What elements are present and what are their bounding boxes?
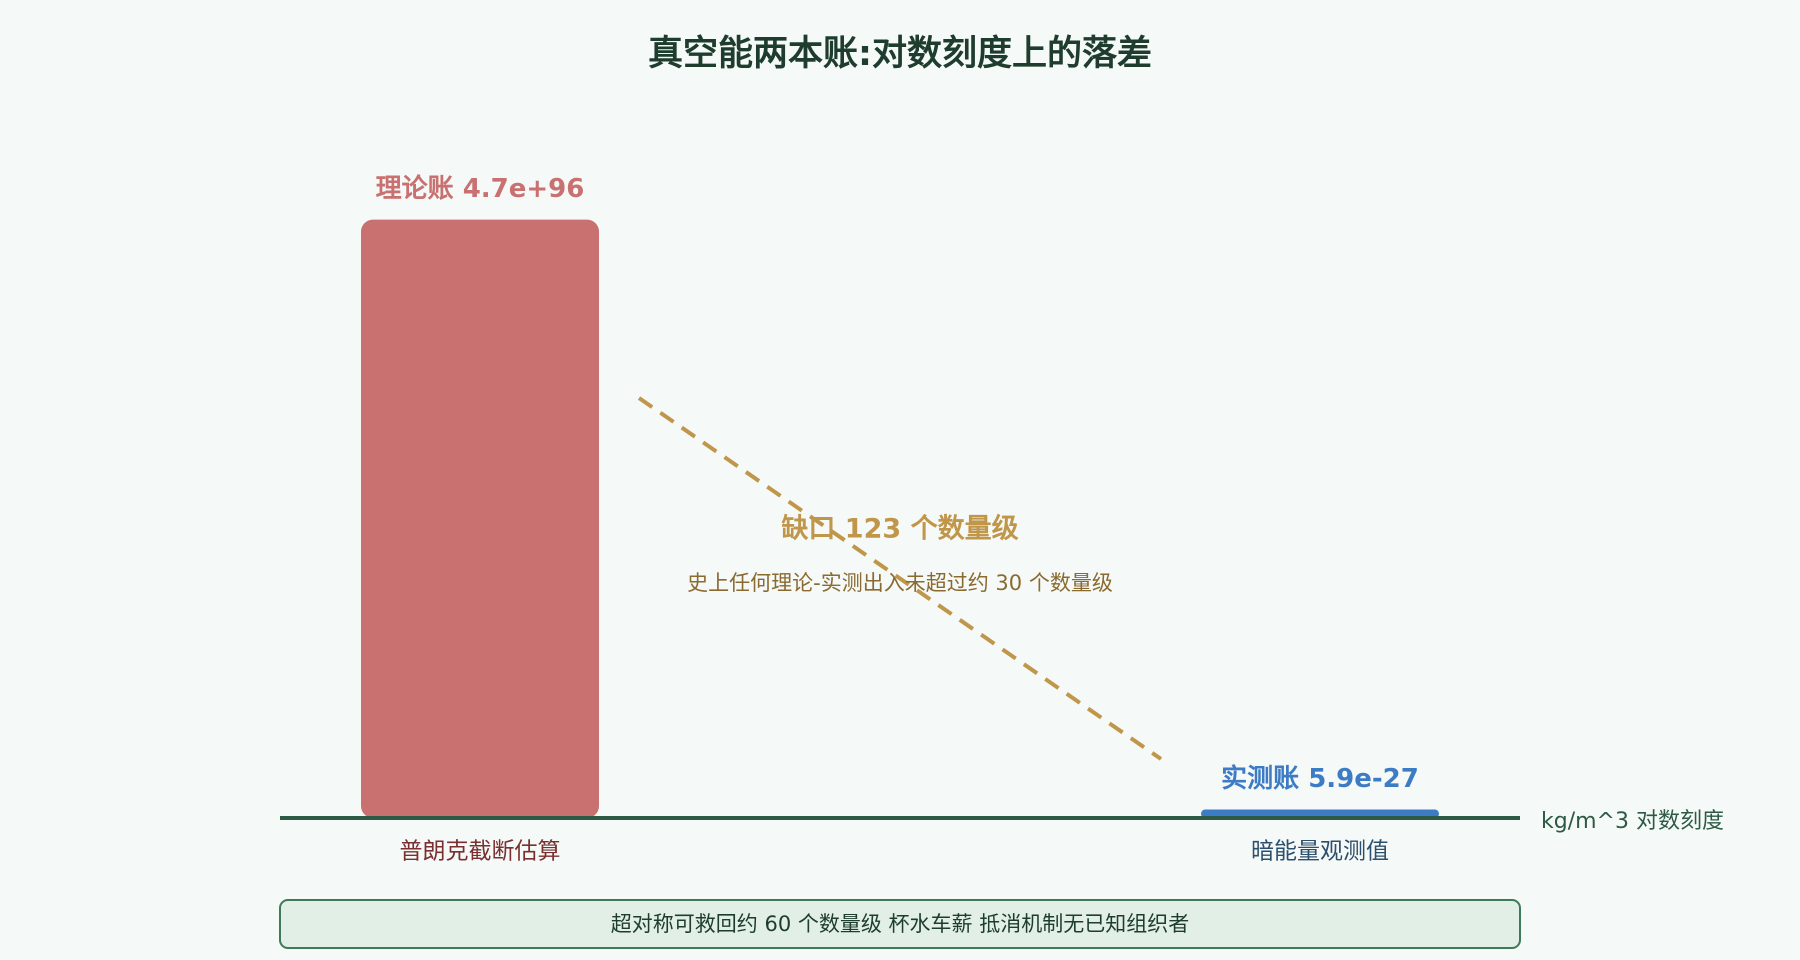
x-tick-label: 暗能量观测值 [1251,839,1389,865]
gap-annotation: 缺口 123 个数量级 [781,513,1018,545]
y-axis-label: kg/m^3 对数刻度 [1541,809,1724,834]
footer-box [279,899,1521,949]
gap-note: 史上任何理论-实测出入未超过约 30 个数量级 [687,571,1113,595]
x-tick-label: 普朗克截断估算 [400,839,561,865]
bar [1201,809,1439,818]
bar [361,219,599,819]
gap-connector [637,396,1163,761]
value-label: 理论账 4.7e+96 [376,174,585,204]
chart-title: 真空能两本账:对数刻度上的落差 [648,34,1152,74]
footer-note: 超对称可救回约 60 个数量级 杯水车薪 抵消机制无已知组织者 [611,912,1189,936]
value-label: 实测账 5.9e-27 [1221,763,1419,794]
